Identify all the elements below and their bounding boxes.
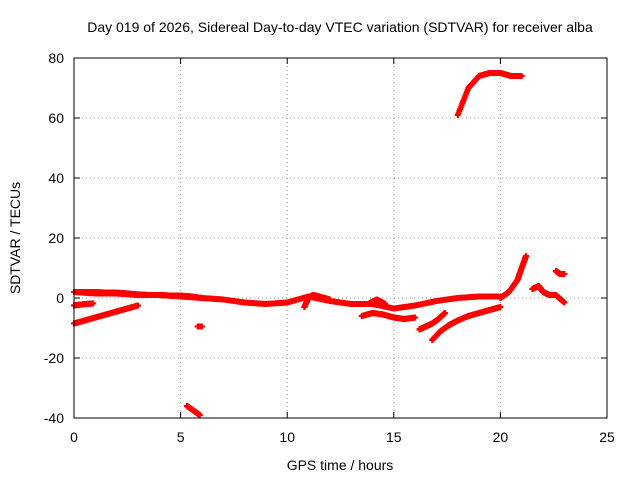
x-tick-label: 25 (599, 429, 615, 445)
data-point (198, 323, 205, 330)
series-track-cluster-22 (529, 283, 568, 306)
x-tick-label: 20 (493, 429, 509, 445)
y-tick-label: 40 (48, 170, 64, 186)
series-track-top (454, 70, 525, 118)
series-track-bottom (183, 403, 203, 418)
series-track-lower-17 (429, 304, 504, 343)
x-tick-label: 15 (386, 429, 402, 445)
data-point (522, 253, 529, 259)
y-tick-label: 20 (48, 230, 64, 246)
y-tick-label: 80 (48, 50, 64, 66)
grid-lines (74, 58, 607, 418)
chart-title: Day 019 of 2026, Sidereal Day-to-day VTE… (87, 19, 593, 35)
data-point (196, 412, 203, 418)
series-track-left-descend (71, 302, 141, 327)
series-track-climb-21 (497, 253, 529, 301)
x-tick-label: 5 (177, 429, 185, 445)
data-point (90, 300, 97, 307)
data-point (561, 271, 568, 277)
x-tick-label: 0 (70, 429, 78, 445)
data-point (561, 299, 568, 306)
y-tick-label: -40 (44, 410, 64, 426)
y-tick-label: 0 (56, 290, 64, 306)
x-tick-label: 10 (279, 429, 295, 445)
series-track-mid-low (358, 310, 419, 322)
axis-ticks (73, 57, 608, 419)
data-point (497, 304, 504, 310)
data-point (326, 296, 333, 303)
y-tick-label: -20 (44, 350, 64, 366)
y-axis-label: SDTVAR / TECUs (7, 182, 23, 294)
series-track-bump-14 (365, 296, 389, 307)
data-point (412, 314, 419, 321)
series-track-upper-left (71, 289, 205, 301)
x-axis-label: GPS time / hours (287, 457, 394, 473)
series-track-wiggle-11 (301, 292, 333, 310)
plot-frame (73, 57, 608, 419)
data-point (441, 310, 448, 316)
y-tick-label: 60 (48, 110, 64, 126)
series-track-left-short (71, 300, 97, 309)
data-point (382, 301, 389, 307)
series-track-blip-6 (194, 323, 205, 330)
data-marks (71, 70, 568, 418)
data-point (518, 73, 525, 79)
series-track-short-23 (552, 268, 568, 277)
data-point (198, 295, 205, 301)
tick-labels: 0 5 10 15 20 25 -40 -20 0 20 40 60 80 (44, 50, 615, 445)
series-track-lower-short (416, 310, 448, 333)
data-point (134, 302, 141, 309)
